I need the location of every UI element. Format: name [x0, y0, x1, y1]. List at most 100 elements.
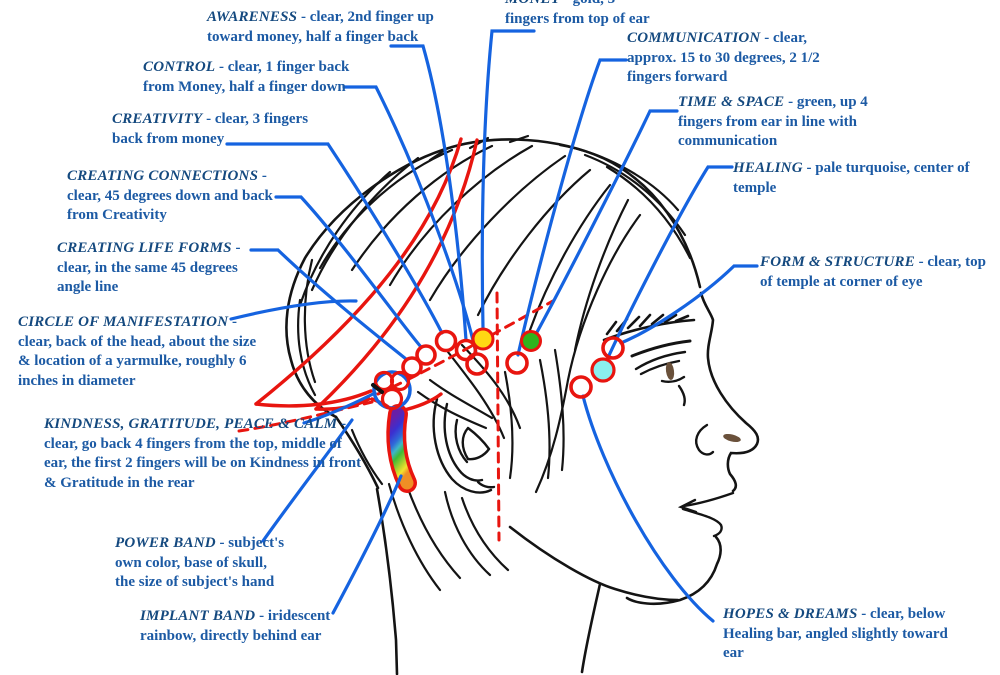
label-desc: - clear, back of the head, about the siz…: [18, 314, 257, 389]
implant-band-graphic: [386, 404, 417, 493]
ear-outer: [432, 397, 493, 494]
lower-lip: [681, 507, 723, 538]
callout-line-communication: [516, 58, 628, 357]
label-creativity: CREATIVITY - clear, 3 fingers back from …: [112, 110, 322, 149]
money-point: [471, 327, 495, 351]
neck-front: [580, 582, 602, 674]
chin-outline: [625, 535, 722, 606]
red-dashed-guides: [237, 291, 555, 542]
label-name: CONTROL: [143, 59, 216, 75]
label-creating-connections: CREATING CONNECTIONS - clear, 45 degrees…: [67, 167, 279, 226]
nostril: [723, 433, 741, 443]
label-desc: - clear, below Healing bar, angled sligh…: [723, 606, 948, 661]
iris: [665, 362, 675, 380]
label-circle-of-manifestation: CIRCLE OF MANIFESTATION - clear, back of…: [18, 313, 263, 391]
hopes-dreams-point: [569, 375, 593, 399]
label-desc: - clear, 3 fingers back from money: [112, 111, 309, 147]
label-name: HOPES & DREAMS: [723, 606, 858, 622]
callout-line-kindness: [302, 391, 377, 425]
control-point: [465, 352, 489, 376]
label-desc: - pale turquoise, center of temple: [733, 160, 970, 196]
label-desc: - gold, 3 fingers from top of ear: [505, 0, 650, 27]
upper-eyelid: [634, 350, 687, 371]
label-desc: - clear, approx. 15 to 30 degrees, 2 1/2…: [627, 30, 820, 85]
label-creating-life-forms: CREATING LIFE FORMS - clear, in the same…: [57, 239, 272, 298]
callout-lines: [225, 29, 759, 623]
label-name: TIME & SPACE: [678, 94, 785, 110]
callout-line-timespace: [534, 109, 679, 336]
label-power-band: POWER BAND - subject's own color, base o…: [115, 534, 287, 593]
callout-line-money: [480, 29, 536, 330]
nose-side-crease: [695, 423, 715, 456]
callout-line-awareness: [389, 44, 468, 342]
label-implant-band: IMPLANT BAND - iridescent rainbow, direc…: [140, 607, 340, 646]
label-desc: - clear, go back 4 fingers from the top,…: [44, 416, 362, 491]
creativity-point: [434, 329, 458, 353]
label-desc: - clear, in the same 45 degrees angle li…: [57, 240, 241, 295]
label-desc: - green, up 4 fingers from ear in line w…: [678, 94, 868, 149]
label-money: MONEY - gold, 3 fingers from top of ear: [505, 0, 657, 29]
label-communication: COMMUNICATION - clear, approx. 15 to 30 …: [627, 29, 849, 88]
label-desc: - clear, top of temple at corner of eye: [760, 254, 987, 290]
lower-eyelid: [660, 375, 686, 383]
label-name: FORM & STRUCTURE: [760, 254, 915, 270]
circle-of-manifestation-arcs: [254, 137, 479, 416]
ear-lobe: [476, 480, 496, 489]
label-form-structure: FORM & STRUCTURE - clear, top of temple …: [760, 253, 988, 292]
ear: [432, 397, 496, 494]
callout-line-control: [342, 85, 478, 355]
creating-life-forms-point: [401, 356, 423, 378]
ear-tragus: [461, 426, 491, 461]
label-desc: - iridescent rainbow, directly behind ea…: [140, 608, 331, 644]
label-time-space: TIME & SPACE - green, up 4 fingers from …: [678, 93, 886, 152]
label-name: MONEY: [505, 0, 560, 7]
label-name: CREATING CONNECTIONS: [67, 168, 259, 184]
label-name: POWER BAND: [115, 535, 216, 551]
label-awareness: AWARENESS - clear, 2nd finger up toward …: [207, 8, 447, 47]
callout-line-formstructure: [619, 264, 759, 345]
callout-line-lifeforms: [249, 248, 408, 361]
ear-helix: [443, 402, 484, 482]
label-healing: HEALING - pale turquoise, center of temp…: [733, 159, 978, 198]
kindness-cluster: [371, 370, 412, 411]
creating-connections-point: [415, 344, 437, 366]
nape-outline: [334, 415, 380, 490]
healing-point: [590, 357, 616, 383]
label-name: CIRCLE OF MANIFESTATION: [18, 314, 229, 330]
jaw-line: [508, 525, 680, 602]
callout-line-powerband: [261, 418, 354, 543]
callout-line-hopesdreams: [581, 394, 715, 623]
label-name: HEALING: [733, 160, 803, 176]
label-name: KINDNESS, GRATITUDE, PEACE & CALM: [44, 416, 338, 432]
label-control: CONTROL - clear, 1 finger back from Mone…: [143, 58, 361, 97]
communication-point: [505, 351, 529, 375]
cluster-tick: [371, 383, 384, 394]
awareness-point: [454, 338, 478, 362]
point-markers: [401, 329, 625, 399]
dashed-vertical-ear-line: [495, 291, 501, 542]
label-desc: - clear, 1 finger back from Money, half …: [143, 59, 350, 95]
callout-line-creativity: [225, 142, 444, 335]
callout-line-healing: [604, 165, 734, 364]
callout-line-manifestation: [229, 299, 358, 321]
form-structure-point: [601, 336, 625, 360]
nose: [695, 423, 741, 456]
callout-line-implantband: [331, 474, 403, 615]
face-profile: [699, 291, 760, 493]
label-kindness-gratitude: KINDNESS, GRATITUDE, PEACE & CALM - clea…: [44, 415, 362, 493]
eyelid-crease: [639, 359, 681, 376]
label-name: COMMUNICATION: [627, 30, 761, 46]
hair-strands: [297, 134, 692, 592]
dashed-diagonal-line: [376, 299, 555, 396]
label-desc: - clear, 2nd finger up toward money, hal…: [207, 9, 434, 45]
dashed-base-line: [237, 400, 374, 433]
label-desc: - clear, 45 degrees down and back from C…: [67, 168, 273, 223]
callout-line-connections: [274, 195, 423, 349]
label-name: CREATING LIFE FORMS: [57, 240, 232, 256]
label-name: CREATIVITY: [112, 111, 203, 127]
label-name: IMPLANT BAND: [140, 608, 256, 624]
label-name: AWARENESS: [207, 9, 298, 25]
time-space-point: [520, 330, 542, 352]
